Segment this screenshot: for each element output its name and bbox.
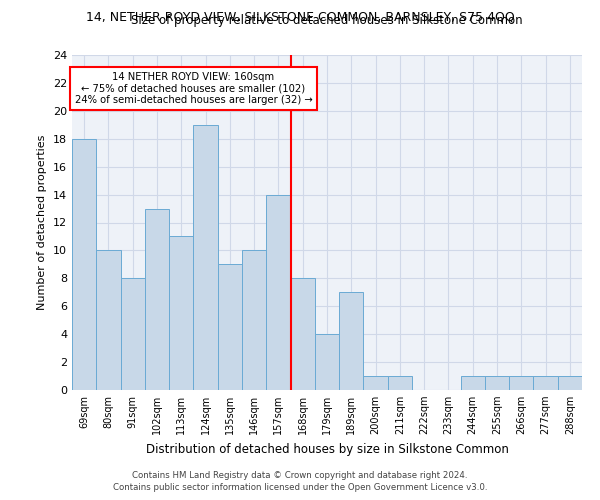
Bar: [315, 334, 339, 390]
Text: 14 NETHER ROYD VIEW: 160sqm
← 75% of detached houses are smaller (102)
24% of se: 14 NETHER ROYD VIEW: 160sqm ← 75% of det…: [74, 72, 313, 105]
Bar: [364, 376, 388, 390]
Bar: [218, 264, 242, 390]
Bar: [558, 376, 582, 390]
Bar: [485, 376, 509, 390]
Bar: [339, 292, 364, 390]
Bar: [290, 278, 315, 390]
Bar: [145, 208, 169, 390]
Bar: [461, 376, 485, 390]
Title: Size of property relative to detached houses in Silkstone Common: Size of property relative to detached ho…: [131, 14, 523, 28]
Bar: [388, 376, 412, 390]
Text: 14, NETHER ROYD VIEW, SILKSTONE COMMON, BARNSLEY, S75 4QQ: 14, NETHER ROYD VIEW, SILKSTONE COMMON, …: [86, 10, 514, 23]
Bar: [96, 250, 121, 390]
Bar: [266, 194, 290, 390]
X-axis label: Distribution of detached houses by size in Silkstone Common: Distribution of detached houses by size …: [146, 442, 508, 456]
Bar: [121, 278, 145, 390]
Text: Contains HM Land Registry data © Crown copyright and database right 2024.
Contai: Contains HM Land Registry data © Crown c…: [113, 471, 487, 492]
Bar: [193, 125, 218, 390]
Bar: [509, 376, 533, 390]
Y-axis label: Number of detached properties: Number of detached properties: [37, 135, 47, 310]
Bar: [533, 376, 558, 390]
Bar: [169, 236, 193, 390]
Bar: [72, 139, 96, 390]
Bar: [242, 250, 266, 390]
